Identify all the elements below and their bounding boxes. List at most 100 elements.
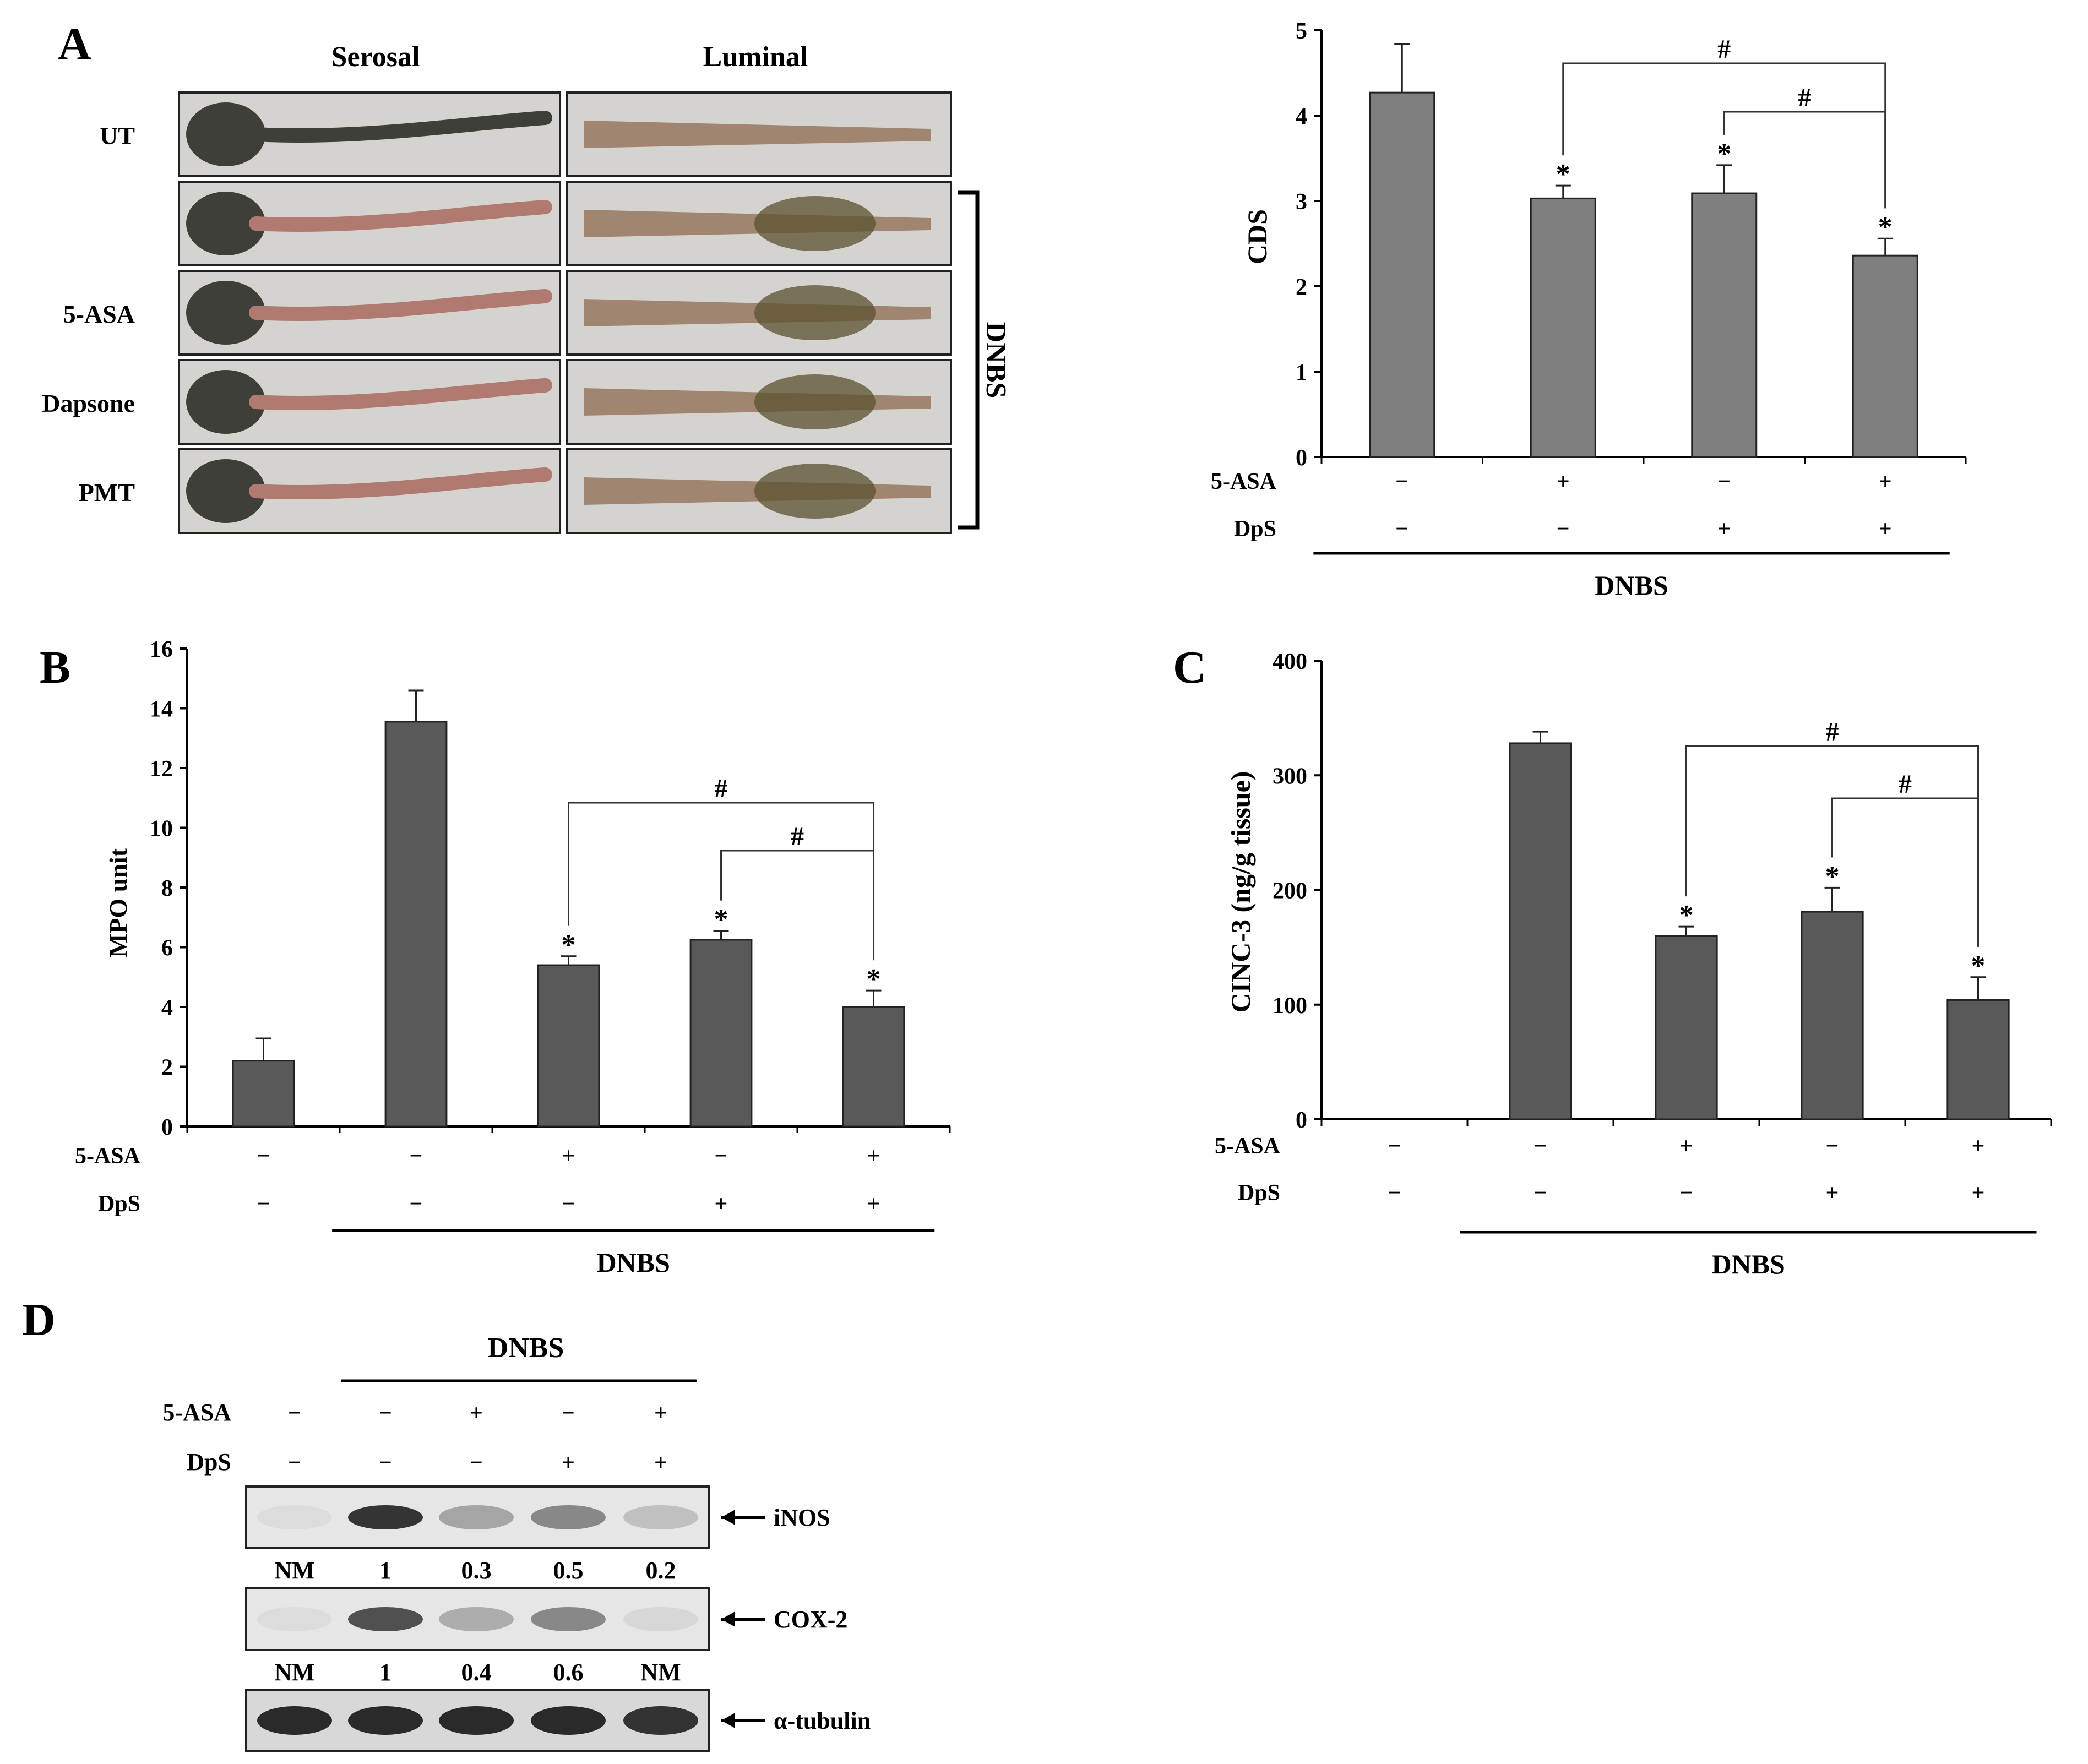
asa-sign: +	[562, 1144, 575, 1169]
dps-sign: +	[1972, 1180, 1985, 1206]
asa-sign: +	[1972, 1134, 1985, 1159]
bar	[1509, 742, 1572, 1120]
cecum-shape	[186, 192, 265, 255]
blot-band	[531, 1607, 606, 1631]
blot-dps-label: DpS	[187, 1449, 231, 1476]
y-tick-label: 4	[161, 995, 173, 1021]
blot-value: 0.4	[461, 1659, 492, 1686]
blot-name: COX-2	[774, 1606, 847, 1633]
y-tick-label: 2	[161, 1055, 173, 1081]
asa-sign: +	[1879, 469, 1892, 494]
photo-row-label: PMT	[79, 478, 135, 507]
asa-sign: +	[867, 1144, 880, 1169]
y-tick-label: 200	[1273, 879, 1307, 904]
cecum-shape	[186, 370, 265, 434]
lesion-shape	[754, 196, 876, 251]
significance-star: *	[867, 963, 881, 995]
serosal-header: Serosal	[331, 41, 420, 73]
significance-star: *	[1825, 861, 1840, 892]
significance-bracket	[720, 850, 874, 961]
bar	[842, 1006, 905, 1128]
blot-value: 0.5	[553, 1557, 584, 1584]
asa-row-label: 5-ASA	[75, 1144, 141, 1169]
blot-panel: iNOS NM 1 0.3 0.5 0.2	[245, 1485, 830, 1584]
colon-shape	[249, 378, 552, 411]
y-tick-label: 1	[1296, 360, 1307, 385]
y-tick-label: 3	[1296, 189, 1307, 215]
dps-sign: −	[410, 1191, 423, 1217]
blot-asa-label: 5-ASA	[162, 1399, 231, 1426]
dps-sign: −	[1680, 1180, 1693, 1206]
colon-shape	[249, 200, 552, 232]
dps-row-label: DpS	[1238, 1180, 1280, 1206]
dps-sign: +	[1717, 516, 1731, 542]
lesion-shape	[754, 374, 876, 429]
bar	[537, 964, 600, 1128]
photo-row-label: 5-ASA	[63, 300, 135, 328]
blot-band	[257, 1607, 332, 1631]
asa-sign: −	[410, 1144, 423, 1169]
bar	[384, 721, 448, 1128]
panel-d-blots: DNBS 5-ASA DpS − − − − + − − + + + iNOS NM 1 0.3 0.5 0.…	[162, 1332, 871, 1752]
bar	[1655, 935, 1718, 1120]
blot-asa-sign: −	[288, 1401, 301, 1426]
arrow-head-icon	[721, 1611, 735, 1627]
lesion-shape	[754, 285, 876, 340]
y-tick-label: 8	[161, 876, 173, 901]
dnbs-bracket	[958, 190, 980, 530]
y-tick-label: 0	[1296, 1108, 1307, 1133]
blot-value: 0.6	[553, 1659, 584, 1686]
blot-band	[439, 1505, 514, 1529]
y-tick-label: 16	[150, 637, 173, 662]
photo-row: PMT	[79, 448, 952, 534]
cecum-shape	[186, 102, 265, 166]
dps-sign: −	[1388, 1180, 1401, 1206]
bar	[1530, 197, 1596, 458]
blot-asa-sign: +	[654, 1401, 667, 1426]
photo-row: Dapsone	[42, 359, 952, 445]
asa-sign: −	[1826, 1134, 1839, 1159]
blot-value: 0.3	[461, 1557, 492, 1584]
hash-marker: #	[791, 822, 804, 851]
blot-band	[623, 1607, 698, 1631]
asa-sign: −	[257, 1144, 270, 1169]
arrow-head-icon	[721, 1713, 735, 1728]
bar	[1691, 192, 1758, 458]
dps-row-label: DpS	[1234, 516, 1276, 542]
significance-bracket	[1831, 797, 1979, 947]
hash-marker: #	[1717, 35, 1731, 64]
y-tick-label: 0	[161, 1115, 173, 1140]
blot-band	[257, 1706, 332, 1735]
blot-membrane	[245, 1587, 710, 1651]
y-tick-label: 12	[150, 756, 173, 782]
dps-sign: +	[1879, 516, 1892, 542]
cinc-y-label: CINC-3 (ng/g tissue)	[1225, 771, 1256, 1013]
asa-sign: −	[1534, 1134, 1547, 1159]
cds-y-label: CDS	[1242, 209, 1273, 264]
blot-dps-sign: +	[654, 1450, 667, 1476]
dps-sign: −	[1395, 516, 1409, 542]
blot-band	[531, 1505, 606, 1529]
blot-band	[348, 1706, 423, 1735]
dnbs-label: DNBS	[1595, 570, 1668, 601]
colon-shape	[249, 289, 552, 322]
dps-row-label: DpS	[98, 1191, 140, 1217]
blot-dps-sign: −	[288, 1450, 301, 1476]
y-tick-label: 300	[1273, 764, 1307, 789]
y-tick-label: 10	[150, 816, 173, 842]
blot-membrane	[245, 1485, 710, 1549]
cecum-shape	[186, 459, 265, 523]
panel-label-b: B	[40, 642, 70, 693]
cecum-shape	[186, 281, 265, 345]
dps-sign: +	[1826, 1180, 1839, 1206]
y-tick-label: 0	[1296, 445, 1307, 471]
blot-value: 1	[379, 1557, 392, 1584]
bar	[1852, 254, 1918, 458]
dnbs-label: DNBS	[597, 1247, 670, 1278]
y-tick-label: 4	[1296, 104, 1307, 129]
significance-star: *	[1556, 159, 1570, 190]
bar	[689, 939, 753, 1128]
asa-sign: +	[1680, 1134, 1693, 1159]
lesion-shape	[754, 464, 876, 519]
blot-band	[348, 1607, 423, 1631]
